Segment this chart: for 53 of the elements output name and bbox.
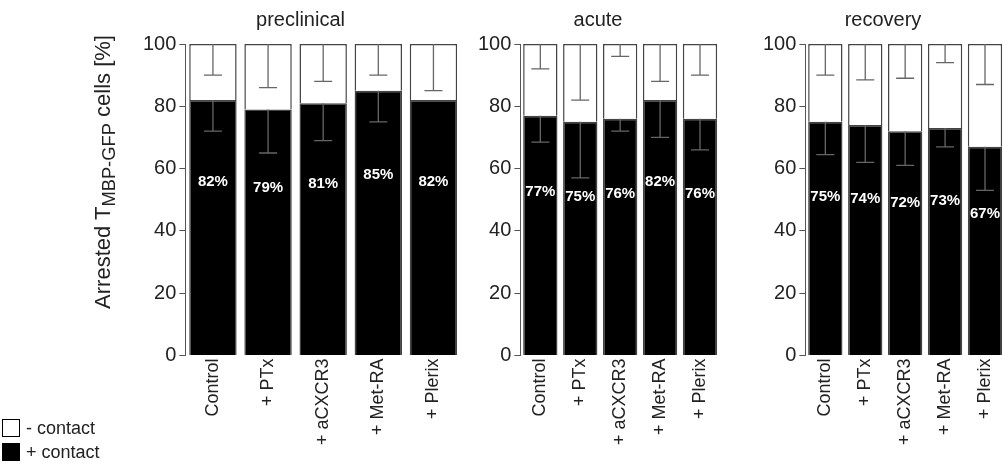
- y-tick-label: 100: [142, 31, 177, 54]
- y-tick-label: 0: [785, 342, 797, 365]
- x-tick-label: Control: [201, 358, 222, 417]
- y-tick-label: 80: [774, 93, 797, 116]
- data-label: 76%: [684, 184, 716, 202]
- x-tick-label: + PTx: [257, 358, 278, 406]
- y-tick-label: 20: [154, 280, 177, 303]
- data-label: 82%: [645, 171, 676, 189]
- y-tick-label: 40: [774, 218, 797, 241]
- data-label: 82%: [197, 171, 228, 189]
- y-tick-label: 100: [477, 31, 512, 54]
- data-label: 77%: [525, 182, 556, 200]
- y-tick-label: 0: [165, 342, 177, 365]
- x-tick-label: + aCXCR3: [894, 358, 915, 446]
- chart-title: recovery: [844, 7, 922, 30]
- y-tick-label: 60: [774, 156, 797, 179]
- x-tick-label: + PTx: [854, 358, 875, 406]
- data-label: 79%: [253, 178, 284, 196]
- x-tick-label: + aCXCR3: [312, 358, 333, 446]
- x-tick-label: + Plerix: [973, 358, 994, 419]
- chart-title: acute: [573, 7, 623, 30]
- x-tick-label: + Met-RA: [934, 358, 955, 435]
- legend-label: + contact: [26, 441, 100, 463]
- x-tick-label: + Plerix: [422, 358, 443, 419]
- x-tick-label: Control: [814, 358, 835, 417]
- data-label: 73%: [930, 190, 961, 208]
- y-tick-label: 40: [154, 218, 177, 241]
- y-tick-label: 40: [489, 218, 512, 241]
- y-tick-label: 60: [489, 156, 512, 179]
- x-tick-label: + Plerix: [688, 358, 709, 419]
- y-tick-label: 60: [154, 156, 177, 179]
- y-tick-label: 0: [500, 342, 512, 365]
- data-label: 75%: [810, 186, 841, 204]
- y-tick-label: 100: [762, 31, 797, 54]
- x-tick-label: + Met-RA: [649, 358, 670, 435]
- data-label: 76%: [605, 184, 636, 202]
- x-tick-label: Control: [529, 358, 550, 417]
- chart-title: preclinical: [256, 7, 345, 30]
- x-tick-label: + aCXCR3: [609, 358, 630, 446]
- data-label: 72%: [890, 192, 921, 210]
- data-label: 74%: [850, 188, 881, 206]
- x-tick-label: + Met-RA: [367, 358, 388, 435]
- y-tick-label: 80: [154, 93, 177, 116]
- y-tick-label: 20: [774, 280, 797, 303]
- data-label: 81%: [308, 173, 339, 191]
- y-tick-label: 80: [489, 93, 512, 116]
- data-label: 82%: [418, 171, 449, 189]
- data-label: 67%: [969, 203, 1001, 221]
- x-tick-label: + PTx: [569, 358, 590, 406]
- legend-label: - contact: [26, 417, 96, 439]
- data-label: 75%: [565, 186, 596, 204]
- y-tick-label: 20: [489, 280, 512, 303]
- data-label: 85%: [363, 165, 394, 183]
